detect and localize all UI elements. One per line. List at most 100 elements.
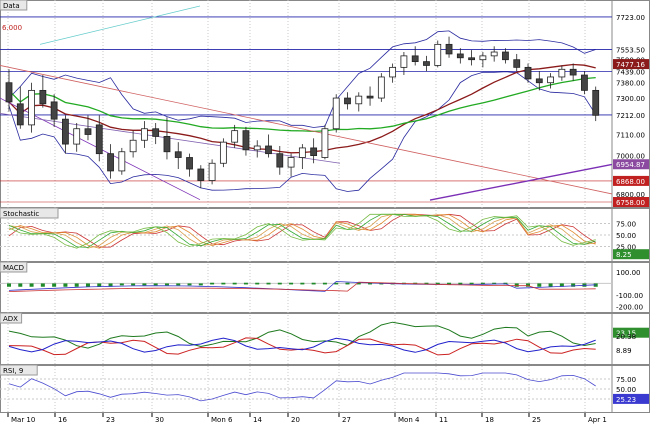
macd-histogram-bar (447, 282, 452, 285)
macd-histogram-bar (40, 283, 45, 287)
candle-body (502, 51, 509, 61)
macd-histogram-bar (74, 283, 79, 287)
axis-label-bg (613, 249, 649, 260)
panel-title: RSI, 9 (3, 367, 23, 375)
macd-histogram-bar (131, 283, 136, 286)
macd-histogram-bar (368, 282, 373, 285)
candle-body (310, 147, 318, 156)
date-tick-label: 27 (342, 416, 351, 424)
bollinger-lower (8, 71, 597, 192)
panel-titles: Data Stochastic MACD ADX RSI, 9 6.000 (0, 0, 59, 376)
candle-body (118, 151, 126, 172)
macd-histogram-bar (153, 283, 158, 286)
axis-label: 20.38 (616, 333, 636, 341)
stochastic-line (8, 213, 596, 249)
date-tick-label: 18 (485, 416, 494, 424)
candle-body (490, 51, 498, 57)
candle-body (197, 168, 205, 181)
axis-label-bg (613, 327, 649, 338)
macd-histogram-bar (548, 283, 553, 287)
candle-body (231, 130, 239, 143)
axis-label: 7110.00 (616, 131, 645, 139)
candle-body (39, 89, 47, 105)
rsi-line (8, 372, 596, 402)
macd-histogram-bar (345, 282, 350, 285)
macd-histogram-bar (63, 283, 68, 287)
stochastic-line (8, 213, 596, 248)
date-tick-label: 30 (155, 416, 164, 424)
candle-body (5, 82, 13, 103)
candle-body (321, 128, 329, 158)
date-axis: Mar 10 16 23 30 Mon 6 14 20 27 Mon 4 11 18 25 Apr 1 (7, 413, 607, 424)
macd-histogram-bar (108, 283, 113, 287)
candle-body (174, 151, 182, 158)
macd-histogram-bar (593, 283, 598, 287)
axis-label: 23.15 (616, 330, 636, 338)
candle-body (524, 66, 532, 80)
macd-signal (8, 281, 596, 292)
trendline-purple-right (429, 163, 613, 201)
grid-lines (0, 0, 612, 413)
axis-label-bg (613, 175, 649, 186)
panel-frame (0, 262, 650, 313)
date-tick-label: 14 (253, 416, 262, 424)
candle-body (219, 141, 227, 164)
axis-label: 7553.50 (616, 46, 645, 54)
macd-histogram-bar (198, 283, 203, 286)
candle-body (479, 55, 487, 61)
macd-histogram-bar (458, 282, 463, 285)
candle-series (5, 36, 600, 189)
panel-frames (0, 0, 650, 413)
date-tick-label: Apr 1 (588, 416, 607, 424)
date-tick-label: Mar 10 (11, 416, 35, 424)
panel-title-box (0, 312, 23, 324)
date-tick-label: 25 (532, 416, 541, 424)
candle-body (445, 43, 453, 55)
minus-di-line (8, 337, 596, 353)
macd-histogram-bar (52, 283, 57, 287)
axis-label: 50.00 (616, 386, 636, 394)
macd-histogram-bar (266, 282, 271, 285)
macd-histogram-bar (526, 283, 531, 287)
date-tick-label: 20 (291, 416, 300, 424)
candle-body (366, 95, 374, 99)
candle-body (287, 157, 295, 168)
panel-title-box (0, 0, 28, 11)
candle-body (163, 136, 171, 153)
macd-histogram-bar (322, 282, 327, 285)
macd-histogram-bar (571, 283, 576, 287)
candle-body (355, 95, 363, 105)
stochastic-line (8, 213, 596, 249)
axis-label-bg (613, 197, 649, 207)
macd-histogram-bar (537, 283, 542, 287)
axis-label-bg (613, 393, 649, 404)
macd-histogram-bar (255, 282, 260, 285)
candle-body (456, 53, 464, 59)
axis-labels: 7723.007553.507500.007477.167439.007380.… (613, 14, 649, 404)
candle-body (73, 128, 81, 145)
macd-histogram-bar (187, 283, 192, 286)
candle-body (389, 66, 397, 78)
candle-body (62, 118, 69, 145)
top-left-label: 6.000 (2, 24, 22, 32)
axis-label: 7380.00 (616, 80, 645, 88)
candle-body (208, 162, 216, 181)
candle-body (547, 76, 554, 84)
macd-histogram-bar (232, 282, 237, 285)
candle-body (84, 128, 92, 135)
axis-label: 7300.00 (616, 95, 645, 103)
axis-label: 7439.00 (616, 68, 645, 76)
axis-label: 6800.00 (616, 191, 645, 199)
candle-body (129, 139, 137, 153)
candle-body (253, 145, 261, 151)
axis-label: 75.00 (616, 221, 636, 229)
macd-histogram-bar (435, 282, 440, 285)
axis-label: 7212.00 (616, 112, 645, 120)
date-tick-label: 23 (106, 416, 115, 424)
candle-body (411, 55, 419, 63)
macd-histogram-bar (300, 282, 305, 285)
candle-body (152, 128, 160, 137)
stochastic-line (8, 213, 596, 249)
candle-body (265, 145, 272, 155)
